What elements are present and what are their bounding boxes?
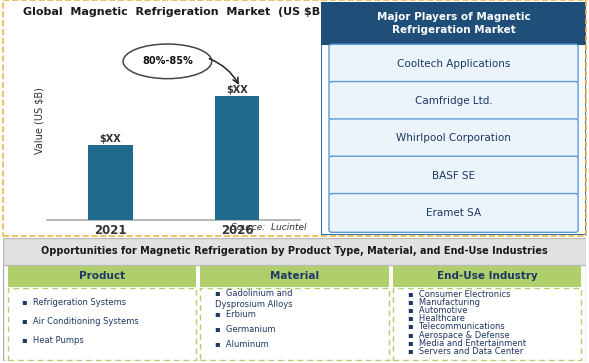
FancyBboxPatch shape — [329, 193, 578, 232]
FancyBboxPatch shape — [200, 288, 389, 360]
Text: ▪  Media and Entertainment: ▪ Media and Entertainment — [408, 339, 526, 348]
FancyBboxPatch shape — [8, 288, 196, 360]
Text: ▪  Manufacturing: ▪ Manufacturing — [408, 298, 480, 307]
Text: ▪  Healthcare: ▪ Healthcare — [408, 314, 465, 323]
Text: Major Players of Magnetic
Refrigeration Market: Major Players of Magnetic Refrigeration … — [376, 12, 531, 34]
Text: ▪  Germanium: ▪ Germanium — [215, 325, 276, 334]
FancyBboxPatch shape — [329, 119, 578, 158]
Y-axis label: Value (US $B): Value (US $B) — [34, 87, 44, 154]
Bar — [215, 96, 259, 220]
FancyBboxPatch shape — [200, 266, 389, 287]
FancyBboxPatch shape — [321, 2, 586, 45]
Text: Source:  Lucintel: Source: Lucintel — [231, 223, 306, 232]
FancyBboxPatch shape — [393, 266, 581, 287]
Text: ▪  Refrigeration Systems: ▪ Refrigeration Systems — [22, 298, 126, 307]
Text: BASF SE: BASF SE — [432, 171, 475, 181]
Text: ▪  Erbium: ▪ Erbium — [215, 310, 256, 319]
Text: $XX: $XX — [100, 134, 121, 144]
Text: $XX: $XX — [226, 85, 248, 95]
FancyBboxPatch shape — [393, 288, 581, 360]
Text: ▪  Servers and Data Center: ▪ Servers and Data Center — [408, 347, 523, 356]
Text: ▪  Air Conditioning Systems: ▪ Air Conditioning Systems — [22, 317, 139, 326]
Text: Opportunities for Magnetic Refrigeration by Product Type, Material, and End-Use : Opportunities for Magnetic Refrigeration… — [41, 246, 548, 256]
FancyBboxPatch shape — [321, 2, 586, 235]
Text: Material: Material — [270, 272, 319, 281]
FancyBboxPatch shape — [3, 238, 586, 265]
Text: ▪  Automotive: ▪ Automotive — [408, 306, 467, 315]
FancyBboxPatch shape — [8, 266, 196, 287]
Text: ▪  Aerospace & Defense: ▪ Aerospace & Defense — [408, 331, 509, 340]
FancyBboxPatch shape — [3, 238, 586, 361]
Text: Eramet SA: Eramet SA — [426, 208, 481, 218]
Text: 80%-85%: 80%-85% — [142, 56, 193, 66]
Bar — [88, 146, 133, 220]
FancyBboxPatch shape — [329, 44, 578, 83]
Text: End-Use Industry: End-Use Industry — [437, 272, 538, 281]
FancyBboxPatch shape — [329, 82, 578, 120]
Text: ▪  Gadolinium and
Dysprosium Alloys: ▪ Gadolinium and Dysprosium Alloys — [215, 289, 293, 309]
Text: ▪  Telecommunications: ▪ Telecommunications — [408, 322, 505, 331]
Text: ▪  Aluminum: ▪ Aluminum — [215, 340, 269, 349]
Text: Whirlpool Corporation: Whirlpool Corporation — [396, 133, 511, 143]
FancyBboxPatch shape — [329, 156, 578, 195]
Text: Camfridge Ltd.: Camfridge Ltd. — [415, 96, 492, 106]
Text: Product: Product — [78, 272, 125, 281]
Text: ▪  Heat Pumps: ▪ Heat Pumps — [22, 336, 84, 345]
Text: ▪  Consumer Electronics: ▪ Consumer Electronics — [408, 290, 510, 298]
Text: Cooltech Applications: Cooltech Applications — [397, 58, 510, 69]
Title: Global  Magnetic  Refrigeration  Market  (US $B): Global Magnetic Refrigeration Market (US… — [22, 7, 325, 17]
